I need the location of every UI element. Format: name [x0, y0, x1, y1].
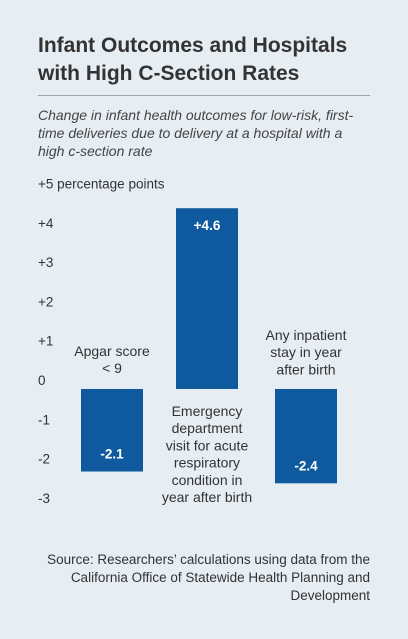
- bar: [176, 208, 238, 389]
- category-label: Any inpatient: [266, 327, 347, 343]
- category-label: year after birth: [162, 489, 252, 505]
- y-tick-label: +5 percentage points: [38, 177, 165, 192]
- category-label: respiratory: [174, 455, 240, 471]
- y-tick-label: -3: [38, 491, 50, 506]
- y-tick-label: +1: [38, 334, 53, 349]
- y-tick-label: +3: [38, 255, 53, 270]
- y-tick-label: 0: [38, 373, 46, 388]
- category-label: after birth: [276, 361, 335, 377]
- source-note: Source: Researchers’ calculations using …: [47, 552, 370, 603]
- category-label: stay in year: [270, 344, 342, 360]
- title-divider: [38, 95, 370, 96]
- category-label: department: [172, 420, 243, 436]
- category-label: Emergency: [172, 403, 243, 419]
- data-label: -2.4: [294, 458, 318, 473]
- bar: [81, 389, 143, 472]
- category-label: visit for acute: [166, 437, 249, 453]
- category-label: < 9: [102, 360, 122, 376]
- category-label: Apgar score: [74, 343, 150, 359]
- data-label: +4.6: [194, 218, 221, 233]
- y-tick-label: -1: [38, 412, 50, 427]
- chart-title: Infant Outcomes and Hospitals with High …: [38, 34, 348, 85]
- data-label: -2.1: [100, 447, 124, 462]
- y-tick-label: +4: [38, 216, 54, 231]
- y-tick-label: +2: [38, 294, 53, 309]
- category-label: condition in: [172, 472, 243, 488]
- bar: [275, 389, 337, 484]
- chart-subtitle: Change in infant health outcomes for low…: [38, 107, 354, 159]
- y-tick-label: -2: [38, 452, 50, 467]
